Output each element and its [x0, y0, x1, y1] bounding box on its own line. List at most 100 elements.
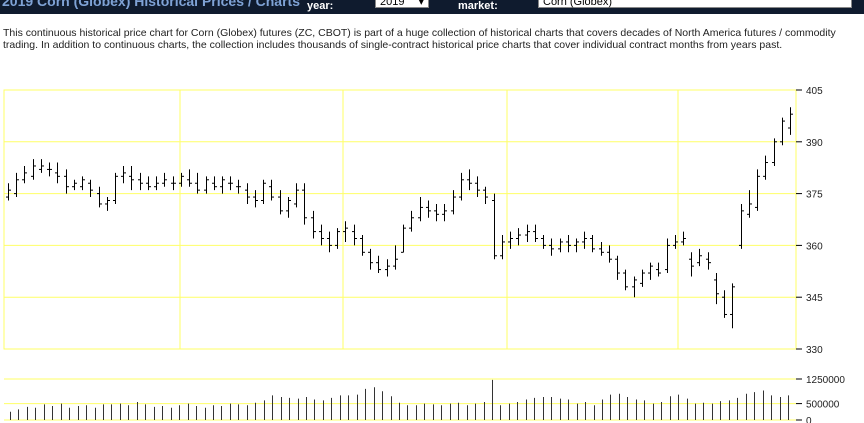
- ohlc-bar: [516, 228, 521, 246]
- ohlc-bar: [278, 190, 283, 215]
- ohlc-bar: [393, 245, 398, 270]
- ohlc-bar: [31, 159, 36, 180]
- ohlc-bar: [697, 248, 702, 267]
- y-tick-label: 360: [806, 241, 823, 252]
- ohlc-bar: [245, 183, 250, 204]
- y-tick-label: 345: [806, 293, 823, 304]
- ohlc-bar: [401, 224, 406, 253]
- ohlc-bar: [129, 165, 134, 191]
- ohlc-bar: [722, 290, 727, 318]
- ohlc-bar: [426, 200, 431, 218]
- ohlc-bar: [269, 179, 274, 201]
- ohlc-bar: [615, 255, 620, 280]
- ohlc-bar: [632, 276, 637, 298]
- ohlc-bar: [788, 107, 793, 135]
- volume-tick-label: 1250000: [806, 375, 845, 386]
- ohlc-bar: [706, 252, 711, 270]
- ohlc-bar: [343, 221, 348, 242]
- ohlc-bar: [566, 235, 571, 253]
- ohlc-bar: [747, 190, 752, 218]
- ohlc-bar: [253, 190, 258, 208]
- year-select[interactable]: 2019 ▾: [375, 0, 429, 8]
- ohlc-bar: [385, 259, 390, 277]
- ohlc-bar: [755, 169, 760, 211]
- ohlc-bar: [319, 224, 324, 246]
- ohlc-bar: [80, 176, 85, 191]
- ohlc-bar: [88, 179, 93, 198]
- y-axis-ticks: 405 390 375 360 345 330 1250000 500000 0: [796, 86, 845, 423]
- ohlc-bar: [286, 197, 291, 218]
- ohlc-bar: [475, 176, 480, 198]
- ohlc-bar: [212, 176, 217, 191]
- ohlc-bar: [492, 193, 497, 260]
- chevron-down-icon: ▾: [418, 0, 424, 8]
- ohlc-bar: [195, 172, 200, 194]
- ohlc-bar: [607, 245, 612, 263]
- ohlc-bar: [574, 238, 579, 253]
- ohlc-bar: [6, 183, 11, 201]
- ohlc-bar: [508, 231, 513, 249]
- ohlc-bar: [640, 269, 645, 287]
- year-select-value: 2019: [380, 0, 405, 8]
- ohlc-bar: [599, 241, 604, 256]
- price-plot-frame: [3, 89, 797, 350]
- ohlc-bar: [204, 176, 209, 194]
- ohlc-bar: [220, 176, 225, 194]
- ohlc-bar: [368, 248, 373, 270]
- ohlc-bar: [780, 117, 785, 146]
- page-title: 2019 Corn (Globex) Historical Prices / C…: [2, 0, 300, 9]
- ohlc-bar: [409, 210, 414, 232]
- ohlc-bar: [714, 273, 719, 305]
- ohlc-bar: [459, 172, 464, 201]
- ohlc-bar: [500, 235, 505, 260]
- market-select[interactable]: Corn (Globex): [538, 0, 852, 8]
- ohlc-bar: [171, 176, 176, 191]
- ohlc-bar: [541, 235, 546, 249]
- chart-grid: [3, 89, 797, 350]
- ohlc-bar: [549, 238, 554, 256]
- ohlc-bar: [22, 165, 27, 184]
- ohlc-bar: [483, 186, 488, 204]
- ohlc-bar: [121, 165, 126, 184]
- ohlc-bar: [352, 224, 357, 246]
- ohlc-bar: [146, 176, 151, 191]
- header-bar: 2019 Corn (Globex) Historical Prices / C…: [0, 0, 864, 14]
- ohlc-bar: [105, 197, 110, 211]
- ohlc-bar: [730, 283, 735, 329]
- ohlc-bar: [582, 231, 587, 249]
- ohlc-bar: [327, 231, 332, 253]
- ohlc-bar: [763, 155, 768, 180]
- y-tick-label: 375: [806, 190, 823, 201]
- market-label: market:: [458, 0, 498, 12]
- ohlc-bar: [418, 197, 423, 222]
- ohlc-bar: [525, 224, 530, 242]
- ohlc-bar: [376, 255, 381, 274]
- ohlc-bar: [558, 238, 563, 253]
- y-tick-label: 390: [806, 138, 823, 149]
- ohlc-bar: [360, 235, 365, 256]
- ohlc-bar: [236, 179, 241, 194]
- ohlc-bar: [311, 210, 316, 239]
- chart-description: This continuous historical price chart f…: [3, 27, 836, 51]
- ohlc-bar: [681, 231, 686, 246]
- ohlc-bar: [442, 203, 447, 222]
- ohlc-bar: [451, 190, 456, 215]
- ohlc-bar: [55, 162, 60, 184]
- volume-tick-label: 500000: [806, 400, 840, 411]
- market-select-value: Corn (Globex): [543, 0, 613, 8]
- ohlc-bar: [665, 238, 670, 274]
- ohlc-bar: [261, 179, 266, 204]
- ohlc-bar: [689, 252, 694, 277]
- ohlc-bar: [113, 172, 118, 204]
- ohlc-bar: [39, 159, 44, 173]
- ohlc-bar: [772, 138, 777, 166]
- volume-tick-label: 0: [806, 416, 812, 423]
- ohlc-bar: [228, 176, 233, 191]
- ohlc-bar: [533, 224, 538, 242]
- ohlc-bar: [14, 172, 19, 198]
- y-tick-label: 330: [806, 345, 823, 356]
- ohlc-bar: [179, 172, 184, 187]
- ohlc-bar: [648, 262, 653, 280]
- ohlc-bar: [162, 172, 167, 187]
